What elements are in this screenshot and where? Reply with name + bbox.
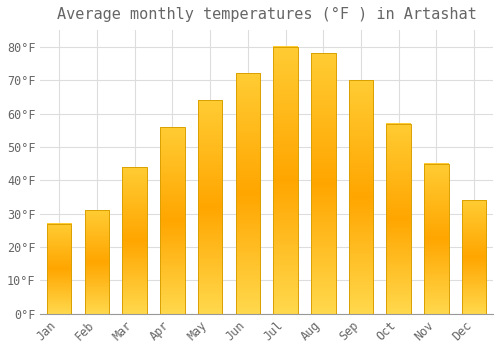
Bar <box>198 100 222 314</box>
Bar <box>160 127 184 314</box>
Bar <box>311 54 336 314</box>
Bar <box>274 47 298 314</box>
Bar <box>386 124 411 314</box>
Bar <box>84 210 109 314</box>
Bar <box>424 164 448 314</box>
Title: Average monthly temperatures (°F ) in Artashat: Average monthly temperatures (°F ) in Ar… <box>57 7 476 22</box>
Bar <box>236 74 260 314</box>
Bar <box>348 80 374 314</box>
Bar <box>462 200 486 314</box>
Bar <box>47 224 72 314</box>
Bar <box>122 167 147 314</box>
